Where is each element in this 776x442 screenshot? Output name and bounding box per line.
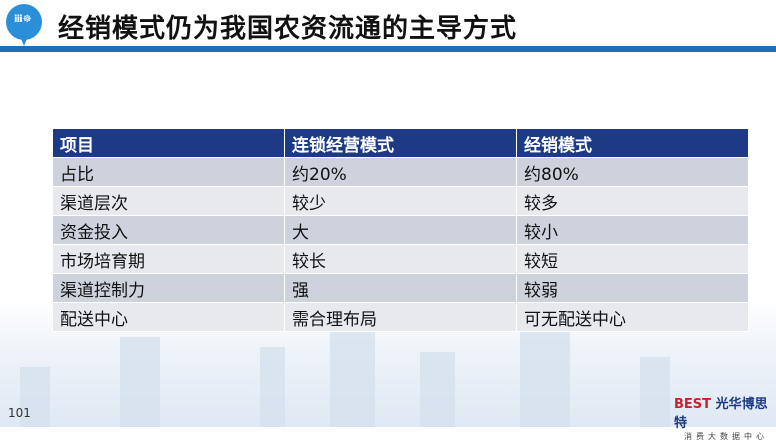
brand-subtitle: 消费大数据中心: [684, 432, 768, 441]
table-cell: 较短: [516, 244, 749, 274]
table-cell: 较弱: [516, 273, 749, 303]
table-cell: 市场培育期: [52, 244, 285, 274]
table-cell: 占比: [52, 157, 285, 187]
column-header: 项目: [52, 128, 285, 158]
table-cell: 较多: [516, 186, 749, 216]
table-cell: 可无配送中心: [516, 302, 749, 332]
table-cell: 需合理布局: [284, 302, 517, 332]
comparison-table: 项目 连锁经营模式 经销模式 占比 约20% 约80% 渠道层次 较少 较多 资金投入大较小…: [52, 128, 749, 332]
table-row: 渠道控制力强较弱: [52, 273, 749, 303]
table-cell: 大: [284, 215, 517, 245]
table-header-row: 项目 连锁经营模式 经销模式: [52, 128, 749, 158]
table-cell: 较小: [516, 215, 749, 245]
table-row: 资金投入大较小: [52, 215, 749, 245]
column-header: 经销模式: [516, 128, 749, 158]
table-cell: 渠道层次: [52, 186, 285, 216]
table-row: 渠道层次 较少 较多: [52, 186, 749, 216]
title-divider: [0, 46, 776, 52]
table-cell: 强: [284, 273, 517, 303]
page-number: 101: [8, 406, 31, 420]
page-title: 经销模式仍为我国农资流通的主导方式: [58, 14, 518, 44]
table-row: 占比 约20% 约80%: [52, 157, 749, 187]
table-row: 市场培育期 较长 较短: [52, 244, 749, 274]
column-header: 连锁经营模式: [284, 128, 517, 158]
brand-logo: BEST 光华博思特 消费大数据中心: [674, 393, 776, 442]
table-cell: 较少: [284, 186, 517, 216]
table-row: 配送中心 需合理布局 可无配送中心: [52, 302, 749, 332]
table-cell: 较长: [284, 244, 517, 274]
table-cell: 渠道控制力: [52, 273, 285, 303]
table-cell: 资金投入: [52, 215, 285, 245]
table-cell: 约20%: [284, 157, 517, 187]
table-cell: 配送中心: [52, 302, 285, 332]
table-cell: 约80%: [516, 157, 749, 187]
farm-pin-icon: ⅲ☸: [6, 4, 42, 46]
brand-logo-mark: BEST: [674, 397, 712, 412]
